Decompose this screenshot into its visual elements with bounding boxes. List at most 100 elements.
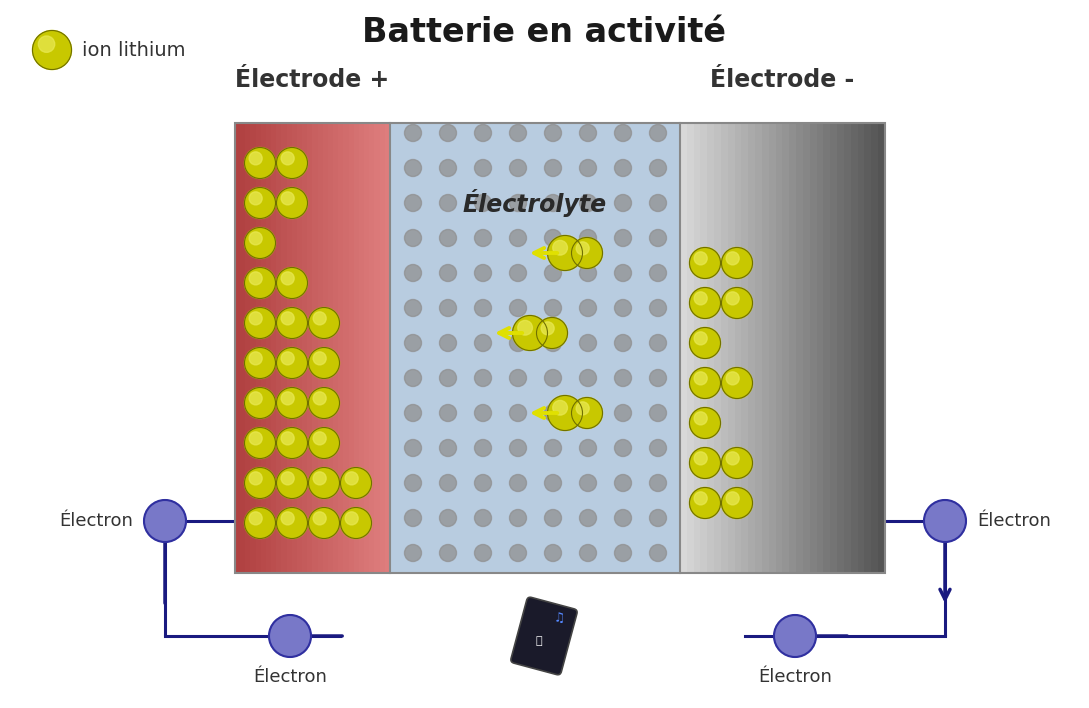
Bar xyxy=(694,123,700,573)
Circle shape xyxy=(510,334,526,351)
Circle shape xyxy=(548,396,583,430)
Circle shape xyxy=(548,236,583,270)
Circle shape xyxy=(440,440,456,457)
Circle shape xyxy=(649,544,666,561)
Circle shape xyxy=(579,440,597,457)
Bar xyxy=(865,123,871,573)
Circle shape xyxy=(614,510,632,527)
Circle shape xyxy=(277,348,307,379)
Circle shape xyxy=(544,159,562,176)
Circle shape xyxy=(689,328,721,358)
Bar xyxy=(235,123,241,573)
Circle shape xyxy=(722,248,752,278)
Circle shape xyxy=(440,334,456,351)
Circle shape xyxy=(510,265,526,282)
Circle shape xyxy=(308,307,340,338)
Circle shape xyxy=(440,474,456,491)
Circle shape xyxy=(649,474,666,491)
Circle shape xyxy=(579,265,597,282)
Bar xyxy=(837,123,844,573)
Circle shape xyxy=(440,370,456,387)
Bar xyxy=(277,123,281,573)
Circle shape xyxy=(614,404,632,421)
Circle shape xyxy=(649,334,666,351)
Circle shape xyxy=(576,242,589,255)
Circle shape xyxy=(614,229,632,246)
Circle shape xyxy=(614,544,632,561)
Circle shape xyxy=(345,472,358,485)
Circle shape xyxy=(722,447,752,479)
Circle shape xyxy=(404,229,421,246)
Circle shape xyxy=(475,404,491,421)
Circle shape xyxy=(404,159,421,176)
Circle shape xyxy=(694,492,707,505)
Circle shape xyxy=(510,370,526,387)
Circle shape xyxy=(475,299,491,316)
Circle shape xyxy=(277,188,307,219)
Bar xyxy=(348,123,354,573)
Bar xyxy=(261,123,266,573)
Bar xyxy=(235,123,885,573)
Circle shape xyxy=(277,307,307,338)
Circle shape xyxy=(544,370,562,387)
Circle shape xyxy=(249,192,262,205)
Circle shape xyxy=(249,352,262,365)
Bar xyxy=(256,123,261,573)
Bar xyxy=(748,123,755,573)
FancyBboxPatch shape xyxy=(511,598,577,675)
Bar xyxy=(364,123,369,573)
Circle shape xyxy=(649,159,666,176)
Bar xyxy=(823,123,830,573)
Circle shape xyxy=(314,432,327,445)
Circle shape xyxy=(249,472,262,485)
Circle shape xyxy=(404,440,421,457)
Circle shape xyxy=(249,432,262,445)
Circle shape xyxy=(475,159,491,176)
Circle shape xyxy=(314,312,327,325)
Bar xyxy=(292,123,297,573)
Circle shape xyxy=(277,467,307,498)
Bar xyxy=(700,123,708,573)
Circle shape xyxy=(579,159,597,176)
Circle shape xyxy=(245,307,276,338)
Circle shape xyxy=(510,159,526,176)
Text: Électron: Électron xyxy=(758,668,832,686)
Bar xyxy=(354,123,359,573)
Circle shape xyxy=(475,334,491,351)
Circle shape xyxy=(475,474,491,491)
Circle shape xyxy=(579,404,597,421)
Circle shape xyxy=(544,265,562,282)
Bar xyxy=(375,123,380,573)
Circle shape xyxy=(726,252,739,265)
Bar xyxy=(369,123,375,573)
Circle shape xyxy=(649,440,666,457)
Circle shape xyxy=(245,467,276,498)
Circle shape xyxy=(694,332,707,345)
Circle shape xyxy=(281,352,294,365)
Circle shape xyxy=(579,125,597,142)
Bar xyxy=(307,123,313,573)
Circle shape xyxy=(579,195,597,212)
Circle shape xyxy=(579,229,597,246)
Circle shape xyxy=(722,367,752,399)
Circle shape xyxy=(649,229,666,246)
Circle shape xyxy=(579,299,597,316)
Circle shape xyxy=(689,408,721,438)
Bar xyxy=(727,123,735,573)
Circle shape xyxy=(404,299,421,316)
Bar xyxy=(384,123,390,573)
Circle shape xyxy=(579,544,597,561)
Circle shape xyxy=(544,440,562,457)
Circle shape xyxy=(517,321,533,335)
Circle shape xyxy=(726,452,739,465)
Bar xyxy=(830,123,837,573)
Circle shape xyxy=(249,512,262,525)
Circle shape xyxy=(614,195,632,212)
Bar xyxy=(286,123,292,573)
Bar xyxy=(858,123,865,573)
Circle shape xyxy=(440,404,456,421)
Circle shape xyxy=(614,334,632,351)
Bar xyxy=(796,123,803,573)
Circle shape xyxy=(726,372,739,385)
Circle shape xyxy=(649,404,666,421)
